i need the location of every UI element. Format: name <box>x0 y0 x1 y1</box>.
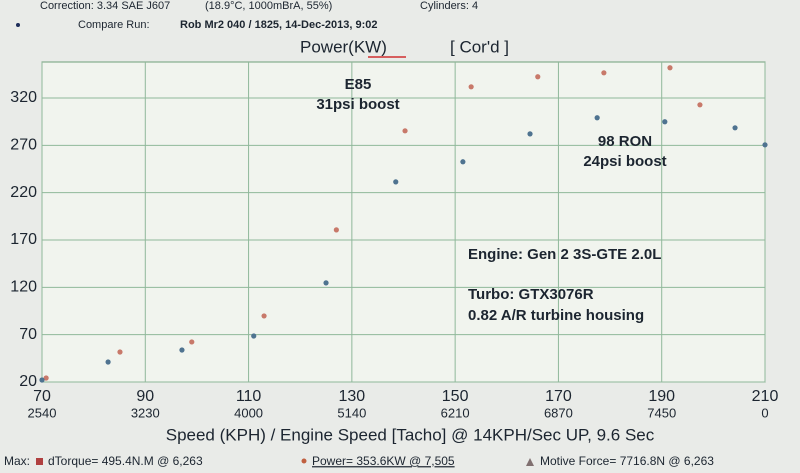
data-point <box>189 339 195 345</box>
series-annotation: 31psi boost <box>316 96 399 113</box>
x2-tick-label: 6210 <box>441 405 470 420</box>
data-point <box>697 102 703 108</box>
data-point <box>179 347 185 353</box>
data-point <box>333 227 339 233</box>
x2-tick-label: 3230 <box>131 405 160 420</box>
data-point <box>762 142 768 148</box>
legend-triangle <box>526 458 534 466</box>
footer-prefix: Max: <box>4 454 30 468</box>
data-point <box>732 125 738 131</box>
y-tick-label: 270 <box>10 137 37 154</box>
x-tick-label: 150 <box>442 388 469 405</box>
x-tick-label: 110 <box>236 388 262 405</box>
x2-tick-label: 6870 <box>544 405 573 420</box>
data-point <box>323 280 329 286</box>
data-point <box>667 65 673 71</box>
compare-label: Compare Run: <box>78 19 150 31</box>
series-annotation: E85 <box>345 76 372 93</box>
data-point <box>393 179 399 185</box>
footer-item: Motive Force= 7716.8N @ 6,263 <box>540 454 714 468</box>
data-point <box>535 74 541 80</box>
x2-tick-label: 5140 <box>337 405 366 420</box>
y-tick-label: 170 <box>10 231 37 248</box>
x-tick-label: 210 <box>752 388 779 405</box>
data-point <box>117 349 123 355</box>
data-point <box>43 375 49 381</box>
data-point <box>402 128 408 134</box>
data-point <box>468 84 474 90</box>
y-tick-label: 320 <box>10 89 37 106</box>
data-point <box>39 377 45 383</box>
compare-run: Rob Mr2 040 / 1825, 14-Dec-2013, 9:02 <box>180 19 378 31</box>
footer-item: Power= 353.6KW @ 7,505 <box>312 454 455 468</box>
data-point <box>594 115 600 121</box>
data-point <box>527 131 533 137</box>
data-point <box>601 70 607 76</box>
data-point <box>460 159 466 165</box>
x-tick-label: 130 <box>339 388 366 405</box>
annotation: 0.82 A/R turbine housing <box>468 307 644 324</box>
x-tick-label: 190 <box>648 388 675 405</box>
legend-dot <box>301 458 307 464</box>
x2-tick-label: 2540 <box>28 405 57 420</box>
x2-tick-label: 7450 <box>647 405 676 420</box>
y-tick-label: 120 <box>10 279 37 296</box>
footer-item: dTorque= 495.4N.M @ 6,263 <box>48 454 203 468</box>
annotation: Engine: Gen 2 3S-GTE 2.0L <box>468 246 661 263</box>
y-tick-label: 20 <box>19 373 37 390</box>
data-point <box>261 313 267 319</box>
chart-subtitle: [ Cor'd ] <box>450 37 509 56</box>
annotation: Turbo: GTX3076R <box>468 286 594 303</box>
x-tick-label: 170 <box>545 388 572 405</box>
series-annotation: 24psi boost <box>583 153 666 170</box>
compare-dot <box>16 23 20 27</box>
data-point <box>662 119 668 125</box>
data-point <box>105 359 111 365</box>
y-tick-label: 70 <box>19 326 37 343</box>
x2-tick-label: 0 <box>761 405 768 420</box>
x-axis-title: Speed (KPH) / Engine Speed [Tacho] @ 14K… <box>166 425 655 444</box>
legend-square <box>36 458 43 465</box>
series-annotation: 98 RON <box>598 133 652 150</box>
header-conditions: (18.9°C, 1000mBrA, 55%) <box>205 0 332 12</box>
y-tick-label: 220 <box>10 184 37 201</box>
header-cylinders: Cylinders: 4 <box>420 0 478 12</box>
chart-title: Power(KW) <box>300 37 387 56</box>
header-correction: Correction: 3.34 SAE J607 <box>40 0 170 12</box>
x2-tick-label: 4000 <box>234 405 263 420</box>
plot-area <box>41 61 766 383</box>
x-tick-label: 90 <box>136 388 154 405</box>
data-point <box>251 333 257 339</box>
x-tick-label: 70 <box>33 388 51 405</box>
